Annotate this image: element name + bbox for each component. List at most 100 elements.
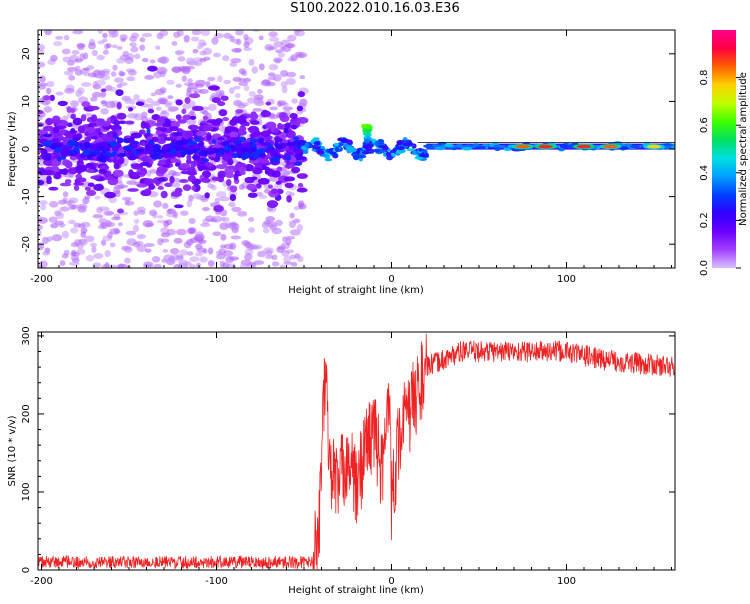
noise-blob	[77, 125, 85, 133]
transition-blob	[386, 155, 394, 161]
noise-speck	[287, 34, 297, 42]
noise-speck	[68, 75, 76, 81]
noise-blob	[170, 191, 182, 198]
noise-speck	[202, 110, 209, 116]
noise-speck	[77, 87, 85, 95]
noise-speck	[70, 204, 79, 210]
noise-blob	[283, 176, 296, 182]
noise-blob	[154, 122, 163, 127]
noise-speck	[154, 88, 165, 96]
noise-blob	[59, 182, 72, 187]
noise-speck	[117, 222, 123, 227]
noise-speck	[248, 90, 256, 97]
core-blob	[251, 147, 257, 153]
core-blob	[249, 138, 259, 143]
noise-blob	[204, 192, 210, 199]
colorbar-label: Normalized spectral amplitude	[738, 72, 749, 226]
noise-blob	[253, 131, 263, 136]
noise-speck	[38, 241, 44, 248]
noise-speck	[167, 107, 176, 113]
core-blob	[274, 141, 279, 148]
noise-blob	[169, 175, 175, 184]
noise-blob	[113, 162, 120, 170]
noise-blob	[261, 130, 271, 138]
noise-speck	[248, 217, 255, 222]
noise-speck	[200, 222, 211, 227]
noise-speck	[38, 61, 46, 68]
noise-blob	[116, 112, 127, 120]
noise-speck	[46, 80, 55, 88]
transition-blob	[302, 149, 309, 155]
noise-speck	[238, 184, 245, 191]
noise-blob	[70, 108, 76, 113]
noise-speck	[271, 254, 278, 261]
noise-blob	[53, 172, 62, 180]
noise-speck	[59, 206, 70, 212]
core-blob	[205, 151, 215, 155]
noise-blob	[189, 115, 197, 120]
noise-speck	[126, 76, 136, 82]
noise-blob	[138, 129, 146, 135]
noise-blob	[277, 122, 283, 130]
noise-blob	[267, 184, 274, 189]
noise-speck	[235, 30, 244, 36]
noise-blob	[52, 126, 60, 134]
core-blob	[144, 143, 154, 149]
noise-speck	[84, 112, 93, 117]
noise-speck	[223, 32, 232, 39]
noise-speck	[161, 258, 167, 263]
noise-speck	[136, 234, 146, 240]
noise-speck	[297, 52, 308, 58]
noise-speck	[144, 74, 155, 80]
core-blob	[265, 147, 271, 154]
noise-speck	[282, 106, 293, 111]
noise-blob	[70, 127, 76, 134]
noise-speck	[199, 50, 207, 56]
noise-blob	[273, 128, 279, 134]
noise-speck	[169, 247, 180, 255]
transition-blob	[379, 148, 385, 154]
noise-blob	[249, 113, 259, 120]
noise-speck	[87, 72, 97, 78]
noise-speck	[177, 56, 186, 62]
noise-blob	[261, 166, 270, 171]
noise-speck	[70, 100, 79, 108]
core-blob	[240, 147, 249, 153]
noise-speck	[71, 50, 80, 55]
noise-speck	[239, 263, 249, 268]
noise-blob	[257, 177, 270, 185]
tone-blob	[629, 144, 641, 149]
noise-blob	[175, 114, 182, 120]
noise-speck	[243, 84, 250, 92]
noise-blob	[116, 101, 122, 110]
core-blob	[117, 152, 127, 158]
core-blob	[274, 137, 283, 143]
noise-blob	[87, 126, 96, 134]
noise-speck	[289, 212, 295, 219]
noise-blob	[130, 132, 143, 139]
noise-blob	[184, 131, 192, 138]
noise-speck	[162, 248, 169, 253]
noise-speck	[91, 91, 102, 98]
noise-speck	[265, 249, 273, 257]
spectrogram-frame	[37, 29, 676, 269]
noise-speck	[293, 30, 302, 33]
noise-speck	[273, 57, 283, 63]
noise-speck	[108, 264, 119, 268]
noise-blob	[202, 115, 209, 121]
noise-speck	[238, 68, 247, 75]
noise-speck	[241, 239, 250, 247]
noise-speck	[194, 234, 205, 241]
noise-blob	[85, 163, 95, 169]
noise-speck	[243, 47, 252, 51]
noise-speck	[165, 102, 172, 108]
noise-blob	[182, 184, 192, 191]
transition-blob	[334, 147, 339, 152]
transition-blob	[333, 142, 339, 147]
noise-blob	[244, 176, 255, 184]
noise-speck	[258, 63, 265, 71]
colorbar-tick-label: 0.4	[699, 165, 710, 181]
noise-speck	[133, 210, 139, 216]
noise-speck	[67, 200, 76, 204]
noise-speck	[116, 46, 123, 50]
